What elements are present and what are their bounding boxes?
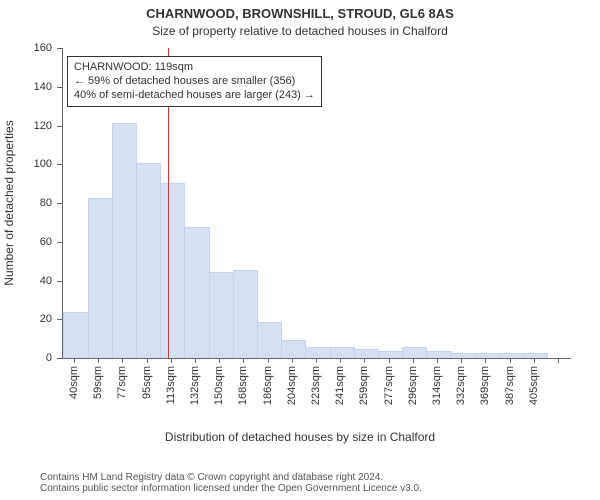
y-tick-label: 140 <box>0 81 52 93</box>
x-tick-mark <box>558 358 559 363</box>
histogram-bar <box>402 347 427 358</box>
callout-box: CHARNWOOD: 119sqm← 59% of detached house… <box>67 56 322 107</box>
y-tick-mark <box>57 242 62 243</box>
x-tick-label: 314sqm <box>431 366 443 405</box>
callout-line: 40% of semi-detached houses are larger (… <box>74 89 315 103</box>
histogram-bar <box>88 198 113 358</box>
x-tick-label: 95sqm <box>141 366 153 399</box>
y-tick-mark <box>57 87 62 88</box>
x-tick-label: 332sqm <box>455 366 467 405</box>
x-tick-label: 369sqm <box>479 366 491 405</box>
y-tick-label: 0 <box>0 352 52 364</box>
histogram-bar <box>63 312 88 358</box>
x-tick-label: 132sqm <box>189 366 201 405</box>
histogram-bar <box>160 183 185 358</box>
x-tick-mark <box>364 358 365 363</box>
y-tick-label: 100 <box>0 158 52 170</box>
x-tick-mark <box>461 358 462 363</box>
x-tick-mark <box>316 358 317 363</box>
x-tick-label: 59sqm <box>92 366 104 399</box>
x-tick-mark <box>292 358 293 363</box>
histogram-bar <box>184 227 209 358</box>
x-tick-mark <box>510 358 511 363</box>
histogram-bar <box>257 322 282 358</box>
y-tick-label: 80 <box>0 197 52 209</box>
y-tick-mark <box>57 358 62 359</box>
x-tick-label: 241sqm <box>334 366 346 405</box>
x-tick-label: 186sqm <box>262 366 274 405</box>
x-tick-mark <box>437 358 438 363</box>
x-tick-mark <box>413 358 414 363</box>
x-tick-label: 387sqm <box>504 366 516 405</box>
x-tick-label: 277sqm <box>383 366 395 405</box>
x-tick-label: 204sqm <box>286 366 298 405</box>
y-tick-mark <box>57 319 62 320</box>
y-tick-mark <box>57 164 62 165</box>
x-axis-label: Distribution of detached houses by size … <box>0 430 600 444</box>
x-tick-mark <box>98 358 99 363</box>
y-tick-mark <box>57 281 62 282</box>
x-tick-label: 40sqm <box>68 366 80 399</box>
histogram-bar <box>281 340 306 358</box>
y-tick-label: 60 <box>0 236 52 248</box>
histogram-bar <box>233 270 258 358</box>
chart-subtitle-text: Size of property relative to detached ho… <box>152 24 448 38</box>
x-tick-mark <box>268 358 269 363</box>
x-tick-mark <box>122 358 123 363</box>
histogram-bar <box>378 351 403 358</box>
footnote-text: Contains HM Land Registry data © Crown c… <box>40 472 422 494</box>
histogram-bar <box>426 351 451 358</box>
histogram-bar <box>136 163 161 358</box>
chart-title: CHARNWOOD, BROWNSHILL, STROUD, GL6 8AS <box>0 6 600 21</box>
x-tick-label: 150sqm <box>213 366 225 405</box>
x-tick-label: 77sqm <box>116 366 128 399</box>
chart-subtitle: Size of property relative to detached ho… <box>0 24 600 38</box>
histogram-bar <box>209 272 234 358</box>
y-tick-mark <box>57 48 62 49</box>
histogram-bar <box>305 347 330 358</box>
y-tick-mark <box>57 203 62 204</box>
x-tick-label: 113sqm <box>165 366 177 404</box>
histogram-bar <box>475 353 500 358</box>
x-tick-mark <box>534 358 535 363</box>
histogram-bar <box>112 123 137 358</box>
x-tick-mark <box>171 358 172 363</box>
histogram-bar <box>523 353 548 358</box>
x-tick-mark <box>147 358 148 363</box>
histogram-bar <box>451 353 476 358</box>
x-tick-label: 259sqm <box>358 366 370 405</box>
y-tick-label: 160 <box>0 42 52 54</box>
footnote: Contains HM Land Registry data © Crown c… <box>40 472 422 494</box>
callout-line: CHARNWOOD: 119sqm <box>74 61 315 75</box>
y-tick-label: 20 <box>0 313 52 325</box>
x-tick-label: 223sqm <box>310 366 322 405</box>
chart-title-text: CHARNWOOD, BROWNSHILL, STROUD, GL6 8AS <box>146 6 454 21</box>
x-tick-mark <box>219 358 220 363</box>
y-tick-mark <box>57 126 62 127</box>
x-tick-mark <box>74 358 75 363</box>
x-tick-mark <box>243 358 244 363</box>
y-tick-label: 40 <box>0 275 52 287</box>
histogram-bar <box>499 353 524 358</box>
histogram-bar <box>354 349 379 358</box>
callout-line: ← 59% of detached houses are smaller (35… <box>74 75 315 89</box>
x-tick-label: 168sqm <box>237 366 249 405</box>
x-tick-label: 405sqm <box>528 366 540 405</box>
y-tick-label: 120 <box>0 120 52 132</box>
x-axis-label-text: Distribution of detached houses by size … <box>165 430 435 444</box>
x-tick-mark <box>195 358 196 363</box>
x-tick-label: 296sqm <box>407 366 419 405</box>
histogram-bar <box>330 347 355 358</box>
chart-container: CHARNWOOD, BROWNSHILL, STROUD, GL6 8AS S… <box>0 0 600 500</box>
x-tick-mark <box>485 358 486 363</box>
x-tick-mark <box>389 358 390 363</box>
x-tick-mark <box>340 358 341 363</box>
